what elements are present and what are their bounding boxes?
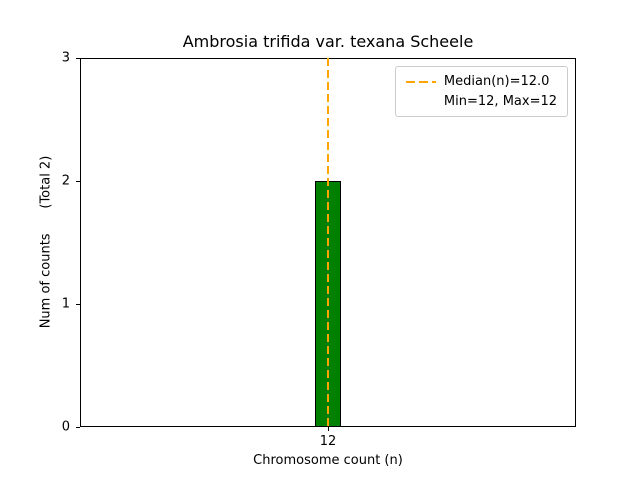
chart-title: Ambrosia trifida var. texana Scheele [182,32,474,51]
median-line [327,58,329,427]
x-tick-label: 12 [319,434,337,449]
y-tick-mark [76,303,80,305]
legend: Median(n)=12.0 Min=12, Max=12 [394,66,568,117]
y-tick-mark [76,426,80,428]
median-dashed-line-icon [405,80,436,83]
y-tick-mark [76,180,80,182]
y-axis-label: Num of counts (Total 2) [38,155,54,329]
legend-median-label: Median(n)=12.0 [443,74,550,89]
legend-spacer [406,101,436,103]
legend-row-minmax: Min=12, Max=12 [406,94,557,109]
y-tick-label: 1 [61,296,70,312]
y-tick-label: 0 [61,419,70,435]
y-tick-label: 3 [61,50,70,66]
legend-row-median: Median(n)=12.0 [405,74,557,89]
legend-minmax-label: Min=12, Max=12 [443,94,557,109]
x-axis-label: Chromosome count (n) [253,453,403,468]
x-tick-mark [327,427,329,431]
y-tick-label: 2 [61,173,70,189]
y-tick-mark [76,57,80,59]
